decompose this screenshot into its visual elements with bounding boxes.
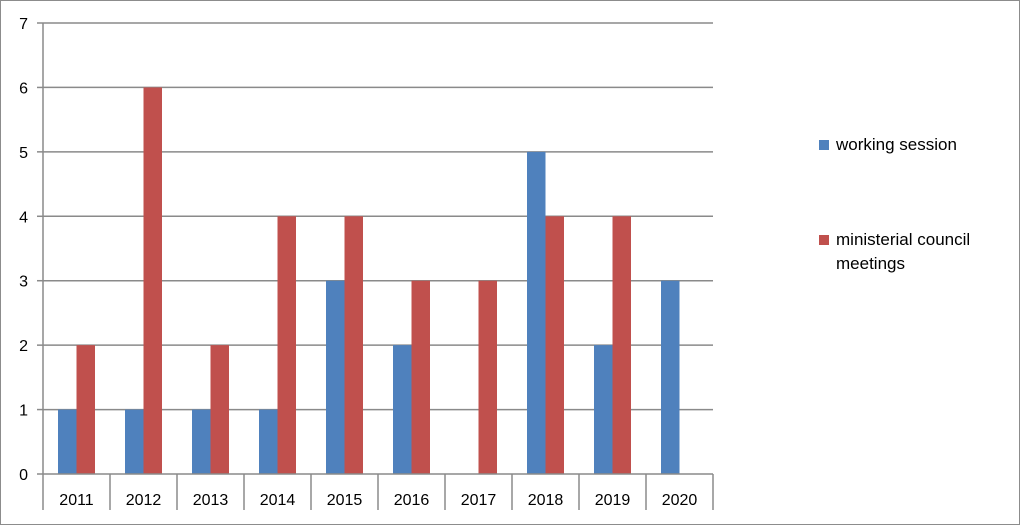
x-tick-label-2017: 2017	[461, 492, 497, 509]
bar-working-session-2020	[661, 280, 680, 474]
legend-item-ministerial-council-meetings: ministerial council meetings	[819, 228, 1009, 276]
y-tick-label-0: 0	[19, 467, 28, 484]
x-tick-label-2011: 2011	[59, 492, 94, 509]
bar-ministerial-council-meetings-2011	[76, 345, 95, 474]
bar-working-session-2015	[326, 280, 345, 474]
legend-label-ministerial-council-meetings: ministerial council meetings	[836, 230, 971, 273]
bar-working-session-2013	[192, 409, 211, 474]
y-tick-label-5: 5	[19, 145, 28, 162]
bar-ministerial-council-meetings-2015	[344, 216, 363, 475]
y-tick-label-1: 1	[19, 403, 28, 420]
bar-ministerial-council-meetings-2016	[411, 280, 430, 474]
x-tick-label-2012: 2012	[126, 492, 162, 509]
x-tick-label-2020: 2020	[662, 492, 698, 509]
bar-ministerial-council-meetings-2012	[143, 87, 162, 474]
bar-working-session-2018	[527, 151, 546, 474]
bar-ministerial-council-meetings-2014	[277, 216, 296, 475]
x-tick-label-2019: 2019	[595, 492, 631, 509]
bar-ministerial-council-meetings-2018	[545, 216, 564, 475]
bars	[58, 87, 680, 475]
x-tick-label-2013: 2013	[193, 492, 229, 509]
x-tick-label-2014: 2014	[260, 492, 296, 509]
legend: working session ministerial council meet…	[819, 133, 1009, 276]
x-tick-label-2016: 2016	[394, 492, 430, 509]
bar-working-session-2019	[594, 345, 613, 474]
bar-ministerial-council-meetings-2013	[210, 345, 229, 474]
bar-ministerial-council-meetings-2019	[612, 216, 631, 475]
bar-working-session-2014	[259, 409, 278, 474]
y-tick-label-4: 4	[19, 209, 28, 226]
y-tick-label-3: 3	[19, 274, 28, 291]
y-tick-label-6: 6	[19, 80, 28, 97]
legend-swatch-ministerial-council-meetings	[819, 235, 829, 245]
bar-ministerial-council-meetings-2017	[478, 280, 497, 474]
bar-working-session-2012	[125, 409, 144, 474]
legend-item-working-session: working session	[819, 133, 1009, 157]
y-tick-label-2: 2	[19, 338, 28, 355]
tick-labels: 0 1 2 3 4 5 6 7 2011 2012 2013 2014 2015 2016 2017 2018…	[19, 16, 697, 509]
legend-label-working-session: working session	[836, 135, 957, 154]
bar-working-session-2011	[58, 409, 77, 474]
x-tick-label-2015: 2015	[327, 492, 363, 509]
legend-swatch-working-session	[819, 140, 829, 150]
axes	[37, 22, 714, 510]
y-tick-label-7: 7	[19, 16, 28, 33]
x-tick-label-2018: 2018	[528, 492, 564, 509]
bar-working-session-2016	[393, 345, 412, 474]
